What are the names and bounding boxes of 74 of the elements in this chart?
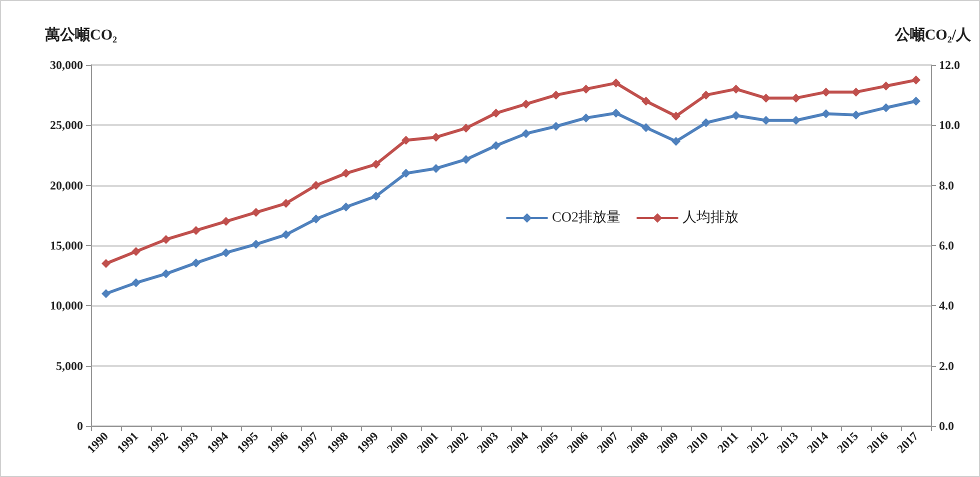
y2-tick-label: 0.0 (939, 419, 954, 433)
point (282, 198, 290, 208)
point (132, 278, 140, 288)
y2-tick-label: 10.0 (939, 118, 960, 132)
point (732, 111, 740, 120)
y-tick-label: 5,000 (56, 358, 83, 373)
point (792, 94, 800, 103)
point (102, 289, 110, 298)
point (612, 108, 620, 118)
point (642, 96, 650, 106)
y-tick-label: 15,000 (50, 238, 83, 252)
point (432, 164, 440, 173)
y2-tick-label: 8.0 (939, 178, 954, 192)
point (552, 90, 560, 100)
point (642, 123, 650, 132)
point (102, 259, 110, 268)
point (852, 110, 860, 120)
y-tick-label: 10,000 (50, 298, 83, 313)
y-tick-label: 30,000 (50, 58, 83, 72)
point (402, 168, 410, 178)
point (252, 208, 260, 217)
point (192, 226, 200, 235)
point (852, 88, 860, 97)
point (222, 248, 230, 258)
y-axis-title: 萬公噸CO₂ (44, 26, 118, 44)
point (822, 88, 830, 97)
point (462, 154, 470, 164)
point (702, 118, 710, 128)
y-tick-label: 0 (77, 419, 83, 433)
point (372, 192, 380, 201)
point (192, 258, 200, 268)
point (162, 269, 170, 278)
point (582, 113, 590, 122)
point (702, 90, 710, 100)
point (672, 112, 680, 121)
point (552, 122, 560, 131)
point (882, 103, 890, 112)
y2-tick-label: 2.0 (939, 358, 954, 373)
point (132, 247, 140, 256)
point (912, 76, 920, 85)
point (162, 234, 170, 244)
y-tick-label: 25,000 (50, 118, 83, 132)
point (522, 129, 530, 138)
point (522, 100, 530, 109)
point (792, 116, 800, 125)
point (462, 124, 470, 133)
point (492, 141, 500, 150)
y2-tick-label: 4.0 (939, 298, 954, 313)
y2-tick-label: 12.0 (939, 58, 960, 72)
y2-axis-title: 公噸CO₂/人 (894, 26, 972, 44)
point (342, 168, 350, 178)
point (282, 230, 290, 240)
point (612, 78, 620, 88)
point (222, 216, 230, 226)
legend-label: 人均排放 (682, 210, 738, 226)
point (582, 84, 590, 94)
point (492, 108, 500, 118)
legend-label: CO2排放量 (552, 210, 620, 226)
point (402, 136, 410, 145)
point (822, 109, 830, 118)
point (312, 214, 320, 224)
point (912, 96, 920, 106)
y2-tick-label: 6.0 (939, 238, 954, 252)
point (342, 202, 350, 212)
point (882, 82, 890, 91)
point (762, 116, 770, 125)
point (312, 180, 320, 190)
point (732, 84, 740, 94)
point (372, 160, 380, 169)
y-tick-label: 20,000 (50, 178, 83, 192)
point (672, 136, 680, 146)
point (762, 94, 770, 103)
point (432, 132, 440, 142)
point (252, 240, 260, 249)
